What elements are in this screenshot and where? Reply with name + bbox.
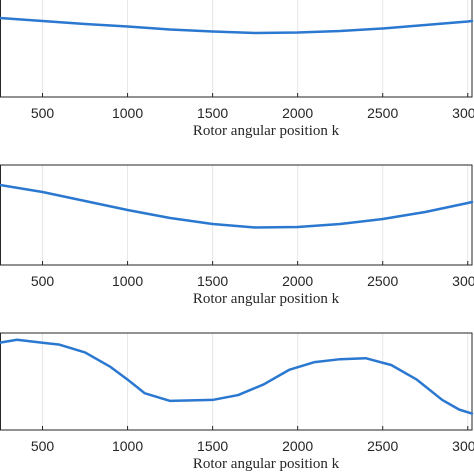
x-tick-label: 2000 <box>282 438 313 454</box>
x-tick-label: 3000 <box>452 438 474 454</box>
line-series <box>0 338 474 415</box>
x-axis-label: Rotor angular position k <box>193 123 340 139</box>
plot-area <box>0 0 472 97</box>
x-tick-label: 1500 <box>197 438 228 454</box>
x-tick-label: 1500 <box>197 105 228 121</box>
x-tick-label: 1500 <box>197 273 228 289</box>
subplot: 500 1000 1500 2000 2500 3000 Rotor angular pos… <box>0 332 474 472</box>
x-tick-label: 1000 <box>112 105 143 121</box>
x-axis-label: Rotor angular position k <box>193 291 340 307</box>
subplot: 500 1000 1500 2000 2500 3000 Rotor angular pos… <box>0 0 474 139</box>
x-tick-label: 2000 <box>282 273 313 289</box>
axes-box <box>0 164 473 266</box>
x-tick-label: 2500 <box>367 273 398 289</box>
subplot: 500 1000 1500 2000 2500 3000 Rotor angular pos… <box>0 164 474 307</box>
x-tick-label: 500 <box>31 438 55 454</box>
x-tick-label: 3000 <box>452 105 474 121</box>
x-tick-label: 500 <box>31 105 55 121</box>
x-tick-label: 2000 <box>282 105 313 121</box>
x-tick-label: 3000 <box>452 273 474 289</box>
axes-box <box>0 332 473 431</box>
plot-area <box>0 165 472 265</box>
x-tick-label: 1000 <box>112 438 143 454</box>
line-series <box>0 16 474 35</box>
x-tick-label: 1000 <box>112 273 143 289</box>
x-tick-label: 2500 <box>367 438 398 454</box>
x-tick-label: 500 <box>31 273 55 289</box>
x-tick-label: 2500 <box>367 105 398 121</box>
x-axis-label: Rotor angular position k <box>193 456 340 472</box>
line-series <box>0 183 474 229</box>
axes-box <box>0 0 473 98</box>
